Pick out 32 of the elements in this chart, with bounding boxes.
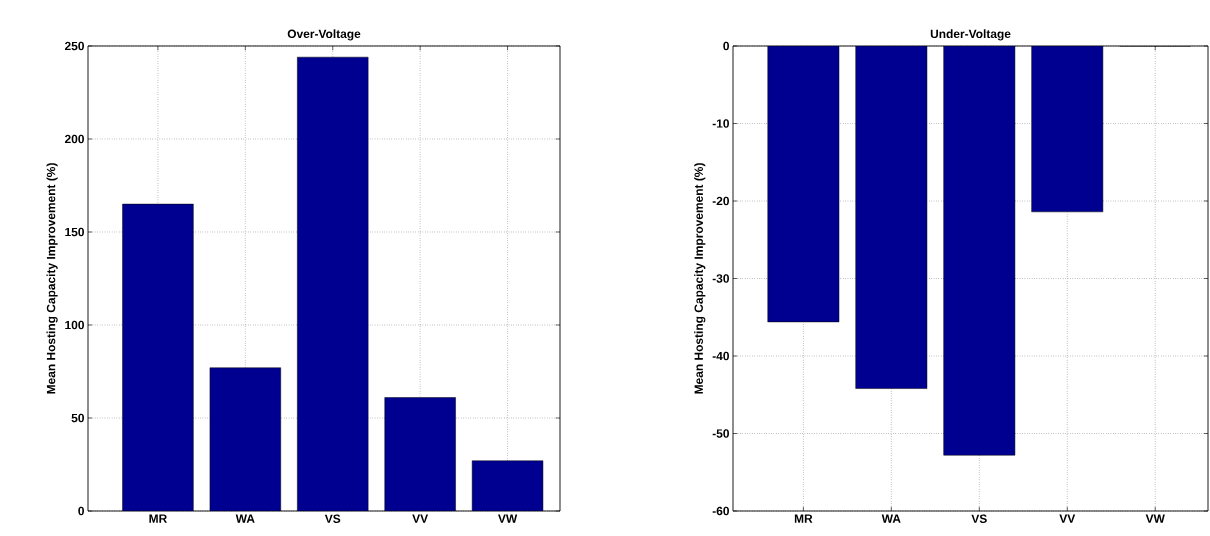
- x-tick-label: VV: [1059, 514, 1076, 523]
- y-tick-label: 0: [723, 41, 729, 51]
- x-tick-label: WA: [235, 514, 255, 523]
- y-tick-label: -20: [712, 196, 729, 206]
- bar: [209, 367, 281, 511]
- y-tick-label: -30: [712, 274, 729, 283]
- y-axis-title: Mean Hosting Capacity Improvement (%): [46, 163, 58, 394]
- y-axis-title: Mean Hosting Capacity Improvement (%): [694, 163, 706, 394]
- y-tick-label: -50: [712, 429, 729, 438]
- bar: [384, 397, 456, 511]
- x-tick-label: VW: [498, 514, 518, 523]
- bar: [297, 57, 369, 511]
- y-tick-label: 250: [64, 41, 84, 51]
- y-tick-label: -10: [712, 119, 729, 128]
- bar: [471, 460, 544, 511]
- x-tick-label: WA: [881, 514, 901, 523]
- y-tick-label: -40: [712, 351, 729, 361]
- x-tick-label: MR: [794, 514, 813, 523]
- x-tick-label: VS: [971, 514, 987, 523]
- chart-title: Under-Voltage: [930, 29, 1011, 41]
- y-tick-label: 150: [65, 227, 84, 237]
- y-tick-label: 100: [65, 320, 84, 330]
- x-tick-label: MR: [149, 514, 167, 523]
- bar: [122, 204, 194, 511]
- x-tick-label: VW: [1145, 514, 1165, 523]
- y-tick-label: 0: [78, 506, 84, 516]
- x-tick-label: VS: [324, 514, 341, 523]
- y-tick-label: 50: [71, 413, 84, 423]
- x-tick-label: VV: [412, 514, 429, 523]
- y-tick-label: 200: [64, 134, 84, 144]
- y-tick-label: -60: [712, 506, 729, 516]
- chart-title: Over-Voltage: [287, 29, 361, 41]
